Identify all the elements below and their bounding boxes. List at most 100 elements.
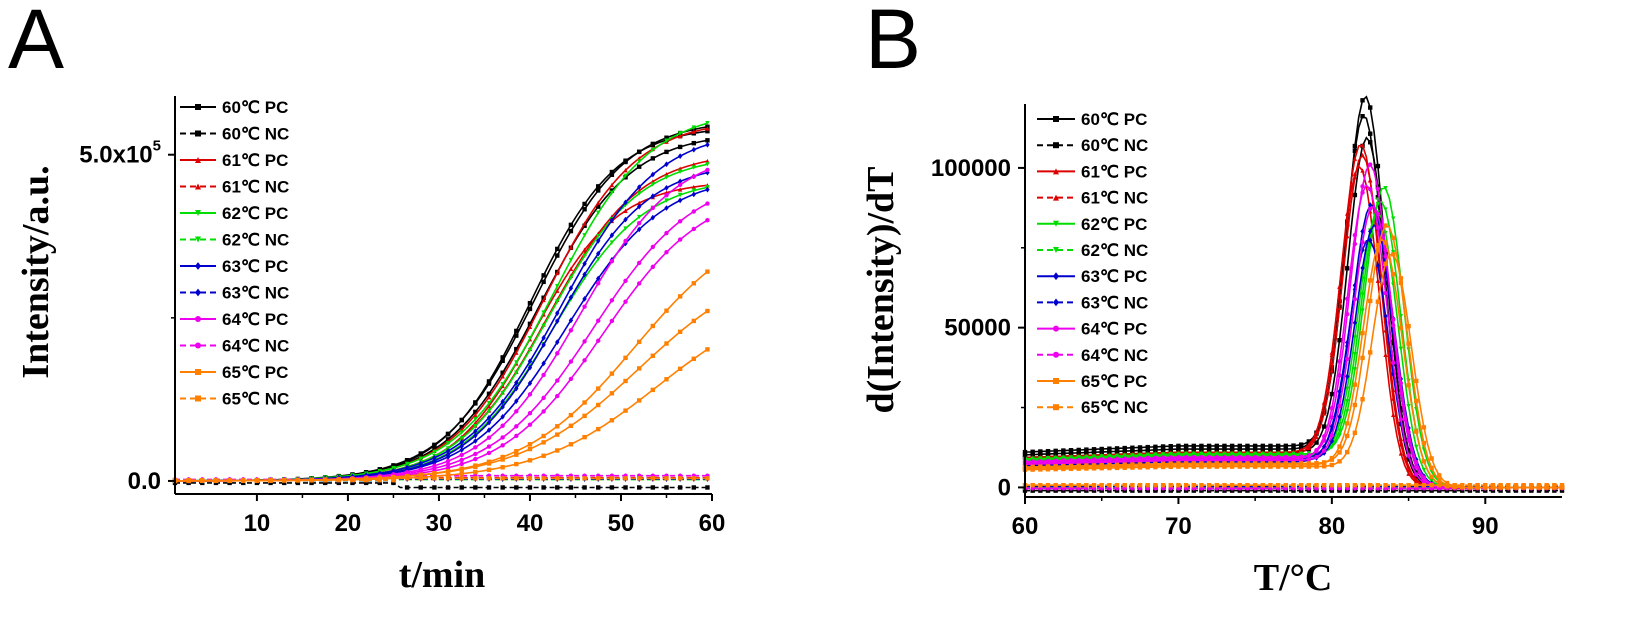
data-point-0-2	[1406, 448, 1411, 453]
legend-marker	[1053, 116, 1059, 122]
data-point-4-1	[514, 370, 519, 375]
data-point-1-0	[1229, 488, 1235, 493]
data-point-11-0	[1245, 482, 1250, 488]
legend-marker	[195, 369, 201, 375]
data-point-0-1	[1298, 445, 1304, 450]
data-point-2-0	[677, 133, 683, 139]
data-point-0-1	[500, 355, 505, 360]
data-point-11-0	[1321, 482, 1327, 488]
data-point-1-0	[636, 485, 642, 490]
data-point-6-2	[1375, 262, 1381, 269]
legend-item: 63℃ PC	[180, 257, 288, 276]
data-point-6-2	[1337, 388, 1342, 395]
data-point-11-0	[609, 476, 615, 481]
data-point-1-0	[514, 485, 519, 490]
data-point-6-2	[555, 339, 560, 346]
data-point-4-0	[609, 190, 615, 196]
data-point-11-0	[691, 476, 696, 481]
data-point-0-1	[568, 222, 574, 228]
panel-a-plot-area	[172, 121, 710, 490]
data-point-6-1	[623, 216, 628, 223]
data-point-10-0	[650, 323, 656, 329]
data-point-8-2	[1298, 457, 1304, 463]
legend-marker	[1053, 351, 1059, 358]
data-point-10-2	[1337, 459, 1342, 464]
data-point-0-0	[1091, 447, 1097, 452]
legend-marker	[195, 130, 201, 137]
data-point-11-0	[227, 477, 232, 483]
data-point-2-1	[1406, 464, 1411, 469]
data-point-11-0	[1475, 482, 1480, 488]
data-point-8-2	[1383, 254, 1388, 259]
data-point-0-0	[1061, 448, 1066, 453]
data-point-8-0	[514, 409, 519, 414]
data-point-11-0	[1283, 482, 1289, 488]
data-point-0-1	[432, 443, 437, 448]
data-point-0-0	[555, 253, 560, 258]
data-point-8-2	[514, 433, 519, 439]
data-point-4-1	[541, 323, 546, 329]
data-point-6-2	[1383, 313, 1388, 319]
data-point-1-0	[555, 485, 560, 490]
data-point-4-1	[500, 391, 505, 396]
data-point-4-2	[664, 198, 669, 203]
data-point-2-1	[623, 208, 628, 213]
panel-a-legend: 60℃ PC 60℃ NC 61℃ PC 61℃ NC 62℃ PC 62℃ NC 63℃ …	[180, 98, 289, 409]
data-point-0-1	[1168, 447, 1173, 452]
data-point-6-0	[514, 379, 519, 386]
data-point-6-2	[1329, 423, 1335, 430]
data-point-11-0	[1352, 482, 1358, 488]
data-point-0-1	[1275, 446, 1281, 452]
data-point-1-0	[1191, 488, 1196, 493]
data-point-1-0	[1314, 488, 1319, 493]
data-point-1-0	[1406, 488, 1411, 493]
data-point-1-0	[1444, 488, 1450, 493]
data-point-6-1	[609, 232, 615, 239]
data-point-11-0	[1160, 482, 1166, 488]
data-point-10-2	[500, 465, 505, 470]
data-point-10-2	[1145, 465, 1150, 470]
data-point-8-2	[1391, 317, 1396, 322]
data-point-6-0	[596, 238, 601, 244]
data-point-8-0	[486, 435, 492, 440]
data-point-11-0	[295, 477, 301, 483]
data-point-1-0	[1529, 488, 1534, 493]
legend-label: 63℃ PC	[1081, 267, 1147, 286]
data-point-10-2	[541, 453, 546, 458]
data-point-6-2	[623, 240, 628, 247]
data-point-4-1	[1383, 207, 1388, 212]
data-point-10-2	[1391, 252, 1396, 257]
data-point-1-0	[1298, 488, 1304, 493]
data-point-0-1	[445, 432, 451, 437]
data-point-10-1	[636, 366, 642, 371]
data-point-0-0	[596, 188, 601, 193]
data-point-0-0	[609, 172, 615, 177]
data-point-11-0	[555, 476, 560, 481]
data-point-1-0	[432, 485, 437, 490]
data-point-11-0	[1137, 482, 1143, 488]
data-point-0-0	[1137, 445, 1143, 450]
data-point-11-0	[282, 477, 287, 483]
data-point-11-0	[1260, 482, 1266, 488]
data-point-11-0	[1444, 482, 1450, 488]
data-point-10-2	[445, 472, 451, 478]
data-point-11-0	[1345, 482, 1350, 488]
data-point-0-0	[1275, 443, 1281, 449]
data-point-2-1	[486, 403, 492, 409]
data-point-10-2	[1061, 466, 1066, 472]
data-point-11-0	[241, 477, 246, 483]
data-point-11-0	[1483, 482, 1488, 488]
data-point-10-2	[691, 356, 696, 361]
data-point-0-0	[500, 358, 505, 363]
data-point-4-2	[691, 188, 696, 193]
data-point-10-1	[459, 467, 464, 472]
legend-marker	[1053, 247, 1059, 253]
data-point-1-0	[1383, 488, 1388, 493]
data-point-11-0	[254, 477, 260, 483]
data-point-2-2	[1398, 451, 1404, 456]
legend-marker	[1053, 168, 1059, 175]
x-tick-label: 60	[1012, 513, 1039, 540]
data-point-4-2	[609, 240, 615, 245]
data-point-10-0	[1375, 248, 1381, 253]
data-point-0-1	[1206, 446, 1212, 452]
